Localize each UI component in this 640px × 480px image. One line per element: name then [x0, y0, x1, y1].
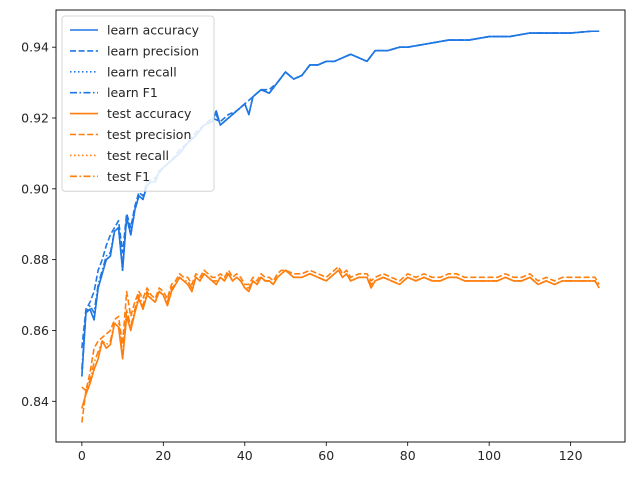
x-tick-label: 40: [237, 448, 253, 463]
x-axis: 0 20 40 60 80 100 120: [78, 442, 583, 463]
y-tick-label: 0.90: [21, 181, 49, 196]
legend-label-learn-recall: learn recall: [107, 64, 177, 79]
legend-label-test-precision: test precision: [107, 127, 191, 142]
legend-label-test-recall: test recall: [107, 148, 169, 163]
x-tick-label: 100: [477, 448, 501, 463]
series-line-learn-f1: [81, 30, 600, 370]
x-tick-label: 0: [78, 448, 86, 463]
x-tick-label: 60: [318, 448, 334, 463]
legend-label-test-accuracy: test accuracy: [107, 106, 192, 121]
series-line-test-f1: [81, 269, 600, 392]
plot-frame: [55, 9, 626, 443]
y-tick-label: 0.84: [21, 394, 49, 409]
y-tick-label: 0.88: [21, 252, 49, 267]
x-tick-label: 80: [400, 448, 416, 463]
y-tick-label: 0.94: [21, 40, 49, 55]
series-line-test-precision: [81, 265, 600, 423]
series-layer: [81, 30, 600, 423]
x-tick-label: 120: [559, 448, 583, 463]
legend-box: [61, 15, 215, 192]
legend-label-learn-accuracy: learn accuracy: [107, 23, 200, 38]
legend-label-learn-precision: learn precision: [107, 43, 199, 58]
x-tick-label: 20: [155, 448, 171, 463]
legend-label-learn-f1: learn F1: [107, 85, 158, 100]
legend: learn accuracy learn precision learn recal…: [61, 15, 215, 192]
y-tick-label: 0.92: [21, 111, 49, 126]
y-tick-label: 0.86: [21, 323, 49, 338]
legend-label-test-f1: test F1: [107, 169, 150, 184]
y-axis: 0.84 0.86 0.88 0.90 0.92 0.94: [21, 40, 56, 409]
